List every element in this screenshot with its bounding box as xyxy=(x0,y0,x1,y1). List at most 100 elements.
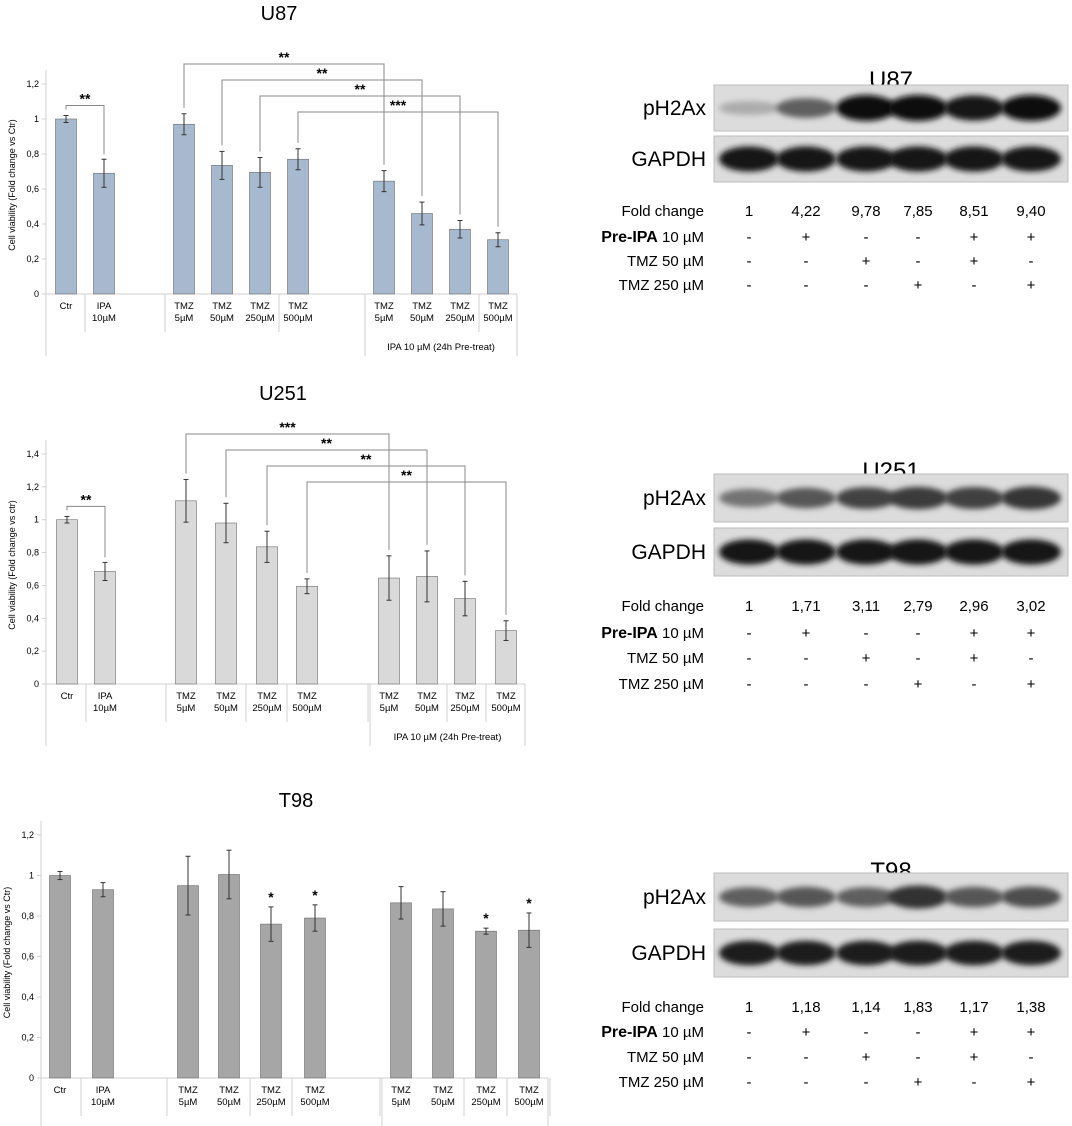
bar-7 xyxy=(411,213,433,295)
category-label: TMZ xyxy=(496,691,516,702)
treatment-label-text: 10 µM xyxy=(658,1024,704,1041)
blot-band xyxy=(888,486,948,510)
bar-chart-1: U251 Cell viability (Fold change vs ctr) 0… xyxy=(7,383,526,746)
bar-2 xyxy=(175,500,197,685)
category-label: 50µM xyxy=(217,1097,241,1108)
bar-8 xyxy=(449,228,471,295)
treatment-sign: - xyxy=(747,625,752,642)
category-label: 250µM xyxy=(450,703,479,714)
treatment-label-bold: Pre-IPA xyxy=(601,229,658,246)
y-tick-label: 0,8 xyxy=(26,149,39,159)
treatment-sign: + xyxy=(970,1024,979,1041)
treatment-sign: - xyxy=(804,1074,809,1091)
blot-band xyxy=(719,887,779,907)
treatment-label-text: TMZ 50 µM xyxy=(627,650,704,667)
bar-0 xyxy=(49,875,71,1079)
blot-band xyxy=(719,146,779,172)
category-label: 250µM xyxy=(471,1097,500,1108)
fold-change-value: 4,22 xyxy=(791,203,820,220)
category-label: IPA xyxy=(98,691,113,702)
bar-5 xyxy=(296,585,318,685)
bar-4 xyxy=(249,172,271,295)
treatment-sign: - xyxy=(804,1049,809,1066)
blot-band xyxy=(836,539,896,565)
significance-bracket xyxy=(297,111,499,227)
treatment-sign: - xyxy=(1029,1049,1034,1066)
category-label: 50µM xyxy=(210,313,234,324)
fold-change-value: 9,78 xyxy=(851,203,880,220)
y-tick-label: 0,8 xyxy=(26,548,39,558)
treatment-sign: + xyxy=(1027,229,1036,246)
blot-band xyxy=(836,887,896,907)
category-label: TMZ xyxy=(450,301,470,312)
bar-1 xyxy=(92,889,114,1079)
fold-change-value: 1,14 xyxy=(851,999,880,1016)
y-tick-label: 0,4 xyxy=(26,613,39,623)
fold-change-value: 1,17 xyxy=(959,999,988,1016)
fold-change-value: 3,11 xyxy=(852,598,880,615)
y-tick-label: 0,4 xyxy=(21,992,34,1002)
blot-band xyxy=(776,539,836,565)
treatment-label-bold: Pre-IPA xyxy=(601,1024,658,1041)
treatment-sign: - xyxy=(747,229,752,246)
blot-band xyxy=(888,885,948,909)
treatment-sign: + xyxy=(970,650,979,667)
fold-change-value: 2,96 xyxy=(959,598,988,615)
y-tick-label: 1 xyxy=(29,871,34,881)
category-label: 10µM xyxy=(92,313,116,324)
bar-4 xyxy=(260,923,282,1079)
fold-change-value: 9,40 xyxy=(1016,203,1045,220)
significance-star: * xyxy=(483,910,489,926)
significance-label: ** xyxy=(355,81,366,97)
treatment-sign: - xyxy=(804,676,809,693)
treatment-label-text: TMZ 50 µM xyxy=(627,253,704,270)
fold-change-value: 3,02 xyxy=(1016,598,1045,615)
y-axis-label: Cell viability (Fold change vs Ctr) xyxy=(7,119,17,251)
category-label: 50µM xyxy=(431,1097,455,1108)
fold-change-value: 1 xyxy=(745,203,753,220)
significance-bracket xyxy=(225,449,428,545)
category-label: 500µM xyxy=(292,703,321,714)
treatment-sign: + xyxy=(862,650,871,667)
blot-band xyxy=(944,146,1004,172)
blot-band xyxy=(888,539,948,565)
treatment-sign: - xyxy=(747,650,752,667)
treatment-sign: - xyxy=(747,1024,752,1041)
category-label: TMZ xyxy=(305,1085,325,1096)
y-tick-label: 1,4 xyxy=(26,449,39,459)
blot-band xyxy=(1001,940,1061,966)
treatment-sign: - xyxy=(864,1024,869,1041)
group-label: IPA 10 µM (24h Pre-treat) xyxy=(387,342,495,353)
treatment-label-text: 10 µM xyxy=(658,625,704,642)
treatment-sign: - xyxy=(747,277,752,294)
y-tick-label: 0 xyxy=(34,679,39,689)
blot-band xyxy=(719,940,779,966)
blot-band xyxy=(1001,95,1061,121)
treatment-label: Pre-IPA 10 µM xyxy=(601,229,704,246)
blot-band xyxy=(719,100,779,116)
category-label: TMZ xyxy=(519,1085,539,1096)
treatment-label: Pre-IPA 10 µM xyxy=(601,625,704,642)
bar-1 xyxy=(93,172,115,295)
blot-band xyxy=(719,488,779,508)
treatment-sign: + xyxy=(802,1024,811,1041)
category-label: Ctr xyxy=(61,691,74,702)
blot-band xyxy=(836,146,896,172)
fold-change-value: 1,38 xyxy=(1016,999,1045,1016)
treatment-sign: - xyxy=(747,676,752,693)
chart-title: T98 xyxy=(279,790,313,812)
blot-band-label: pH2Ax xyxy=(643,487,707,510)
category-label: TMZ xyxy=(297,691,317,702)
category-label: 500µM xyxy=(483,313,512,324)
category-label: TMZ xyxy=(176,691,196,702)
treatment-sign: + xyxy=(862,1049,871,1066)
treatment-sign: - xyxy=(864,277,869,294)
fold-change-label: Fold change xyxy=(621,203,704,220)
treatment-sign: - xyxy=(804,277,809,294)
y-tick-label: 0,2 xyxy=(21,1033,34,1043)
category-label: TMZ xyxy=(412,301,432,312)
treatment-sign: - xyxy=(916,1024,921,1041)
